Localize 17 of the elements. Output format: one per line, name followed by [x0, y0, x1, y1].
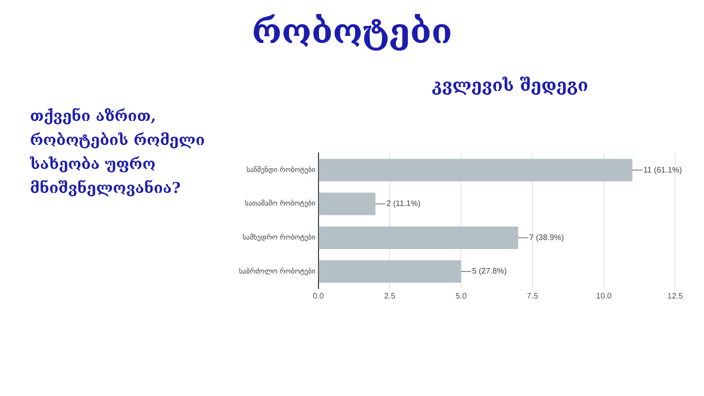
- text: თქვენი აზრით, რობოტების რომელი სახეობა უფრო მნიშვნელოვანია?: [30, 106, 206, 199]
- x-tick-label: 10.0: [596, 291, 612, 300]
- x-tick-label: 7.5: [526, 291, 539, 300]
- chart-subtitle: კვლევის შედეგი: [430, 76, 590, 96]
- x-tick-label: 5.0: [456, 291, 468, 300]
- bar: [318, 158, 632, 182]
- x-tick-label: 0.0: [312, 291, 324, 300]
- data-label: 2 (11.1%): [386, 199, 421, 208]
- bar: [318, 192, 376, 216]
- x-tick-label: 2.5: [384, 291, 396, 300]
- bar: [318, 260, 462, 283]
- x-tick-label: 12.5: [667, 291, 684, 300]
- data-label: 5 (27.8%): [472, 266, 508, 276]
- data-label: 11 (61.1%): [643, 165, 682, 174]
- chart-title: რობოტები: [250, 12, 454, 52]
- bar: [318, 226, 518, 249]
- data-label: 7 (38.9%): [529, 232, 564, 242]
